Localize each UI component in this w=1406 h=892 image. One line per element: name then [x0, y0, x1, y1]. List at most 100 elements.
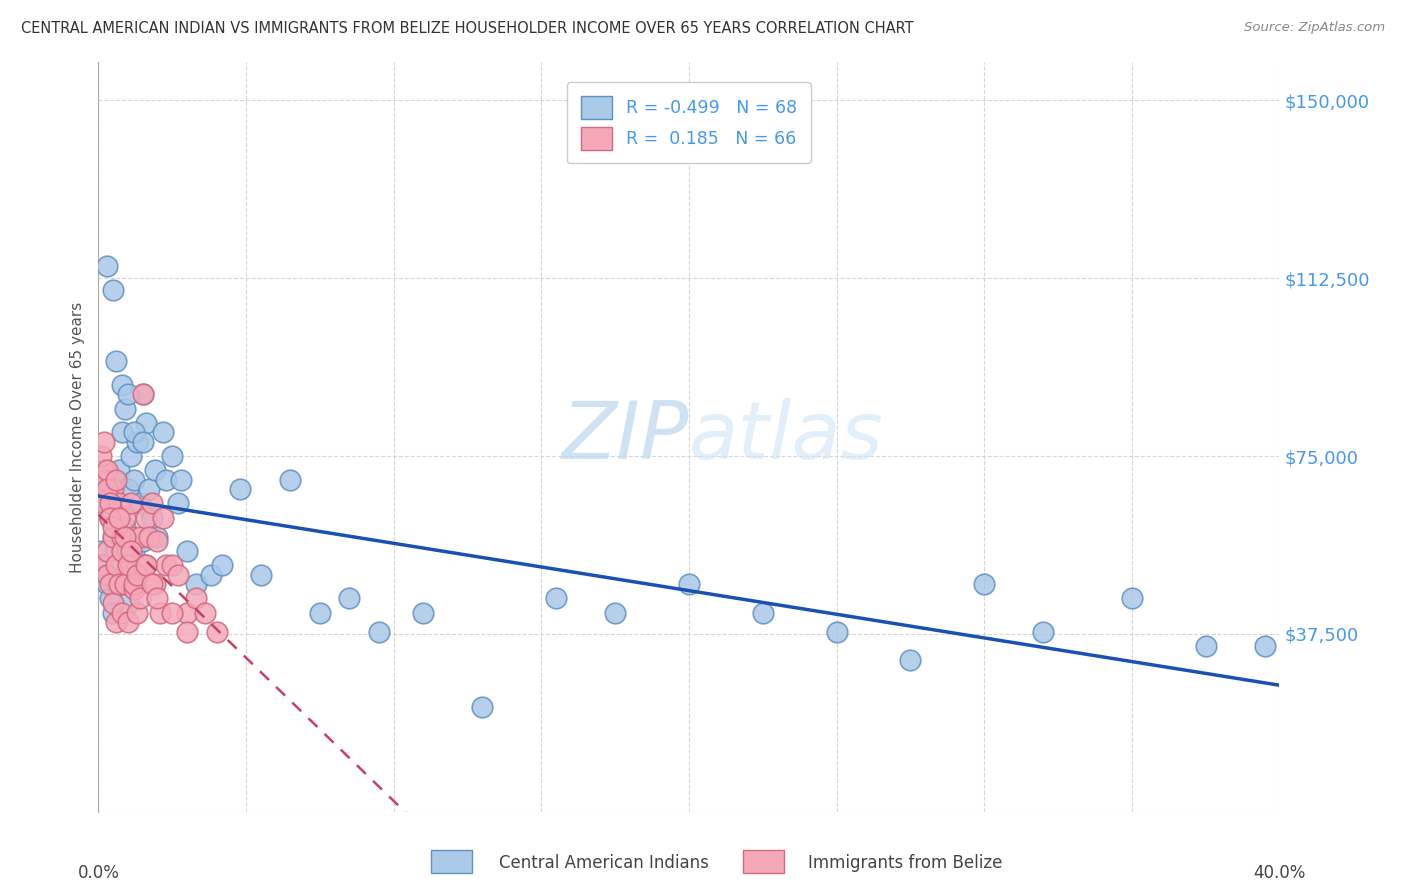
Point [122, 582, 145, 596]
Point [135, 416, 157, 430]
Point [605, 606, 627, 620]
Point [135, 558, 157, 573]
Point [162, 558, 183, 573]
Point [117, 482, 139, 496]
Point [1254, 639, 1277, 653]
Point [111, 530, 134, 544]
Point [138, 482, 160, 496]
Point [155, 473, 177, 487]
Point [1195, 639, 1218, 653]
Point [93, 463, 115, 477]
Point [120, 544, 142, 558]
Point [143, 577, 166, 591]
Point [111, 544, 134, 558]
Point [90, 558, 112, 573]
Legend: R = -0.499   N = 68, R =  0.185   N = 66: R = -0.499 N = 68, R = 0.185 N = 66 [567, 82, 811, 163]
Point [678, 577, 700, 591]
Point [309, 606, 332, 620]
Point [105, 615, 128, 629]
Point [122, 530, 145, 544]
Point [471, 700, 494, 714]
Point [128, 496, 150, 510]
Point [125, 434, 148, 449]
Point [1032, 624, 1054, 639]
Point [96, 577, 118, 591]
Point [135, 510, 157, 524]
Point [132, 387, 155, 401]
Point [96, 567, 118, 582]
Point [146, 591, 169, 606]
Point [117, 615, 139, 629]
Point [125, 606, 148, 620]
Point [98, 510, 121, 524]
Text: ZIP: ZIP [561, 398, 689, 476]
Point [93, 496, 115, 510]
Point [98, 510, 121, 524]
Point [93, 434, 115, 449]
Point [128, 591, 150, 606]
Point [120, 496, 142, 510]
Point [105, 354, 128, 368]
Point [176, 624, 198, 639]
Text: Source: ZipAtlas.com: Source: ZipAtlas.com [1244, 21, 1385, 34]
Point [149, 606, 172, 620]
Point [973, 577, 995, 591]
Point [170, 473, 193, 487]
Point [114, 520, 136, 534]
Point [105, 473, 128, 487]
Point [205, 624, 228, 639]
Point [280, 473, 302, 487]
Point [122, 425, 145, 440]
Point [103, 283, 125, 297]
Point [103, 530, 125, 544]
Point [111, 378, 134, 392]
Point [114, 577, 136, 591]
Point [128, 530, 150, 544]
Point [96, 482, 118, 496]
Text: CENTRAL AMERICAN INDIAN VS IMMIGRANTS FROM BELIZE HOUSEHOLDER INCOME OVER 65 YEA: CENTRAL AMERICAN INDIAN VS IMMIGRANTS FR… [21, 21, 914, 36]
Point [98, 510, 121, 524]
Text: 40.0%: 40.0% [1253, 864, 1306, 882]
Point [103, 482, 125, 496]
Point [152, 510, 174, 524]
Point [194, 606, 217, 620]
Point [229, 482, 252, 496]
Point [96, 463, 118, 477]
Point [120, 558, 142, 573]
Point [184, 591, 207, 606]
Point [103, 606, 125, 620]
Point [114, 510, 136, 524]
Point [108, 496, 131, 510]
Point [141, 510, 163, 524]
Point [96, 496, 118, 510]
Y-axis label: Householder Income Over 65 years: Householder Income Over 65 years [70, 301, 86, 573]
Text: Immigrants from Belize: Immigrants from Belize [808, 855, 1002, 872]
Point [200, 567, 222, 582]
Point [162, 449, 183, 463]
Point [108, 463, 131, 477]
Point [368, 624, 391, 639]
Point [120, 567, 142, 582]
Point [108, 558, 131, 573]
Point [132, 387, 155, 401]
Point [146, 534, 169, 549]
Point [105, 544, 128, 558]
Point [146, 530, 169, 544]
Point [138, 530, 160, 544]
Point [103, 520, 125, 534]
Point [141, 577, 163, 591]
Point [93, 567, 115, 582]
Point [117, 596, 139, 610]
Point [108, 577, 131, 591]
Point [825, 624, 848, 639]
Point [125, 558, 148, 573]
Point [90, 544, 112, 558]
Point [155, 558, 177, 573]
Point [111, 530, 134, 544]
Point [114, 530, 136, 544]
Point [162, 606, 183, 620]
Point [90, 482, 112, 496]
Point [132, 558, 155, 573]
Bar [744, 850, 783, 873]
Point [122, 473, 145, 487]
